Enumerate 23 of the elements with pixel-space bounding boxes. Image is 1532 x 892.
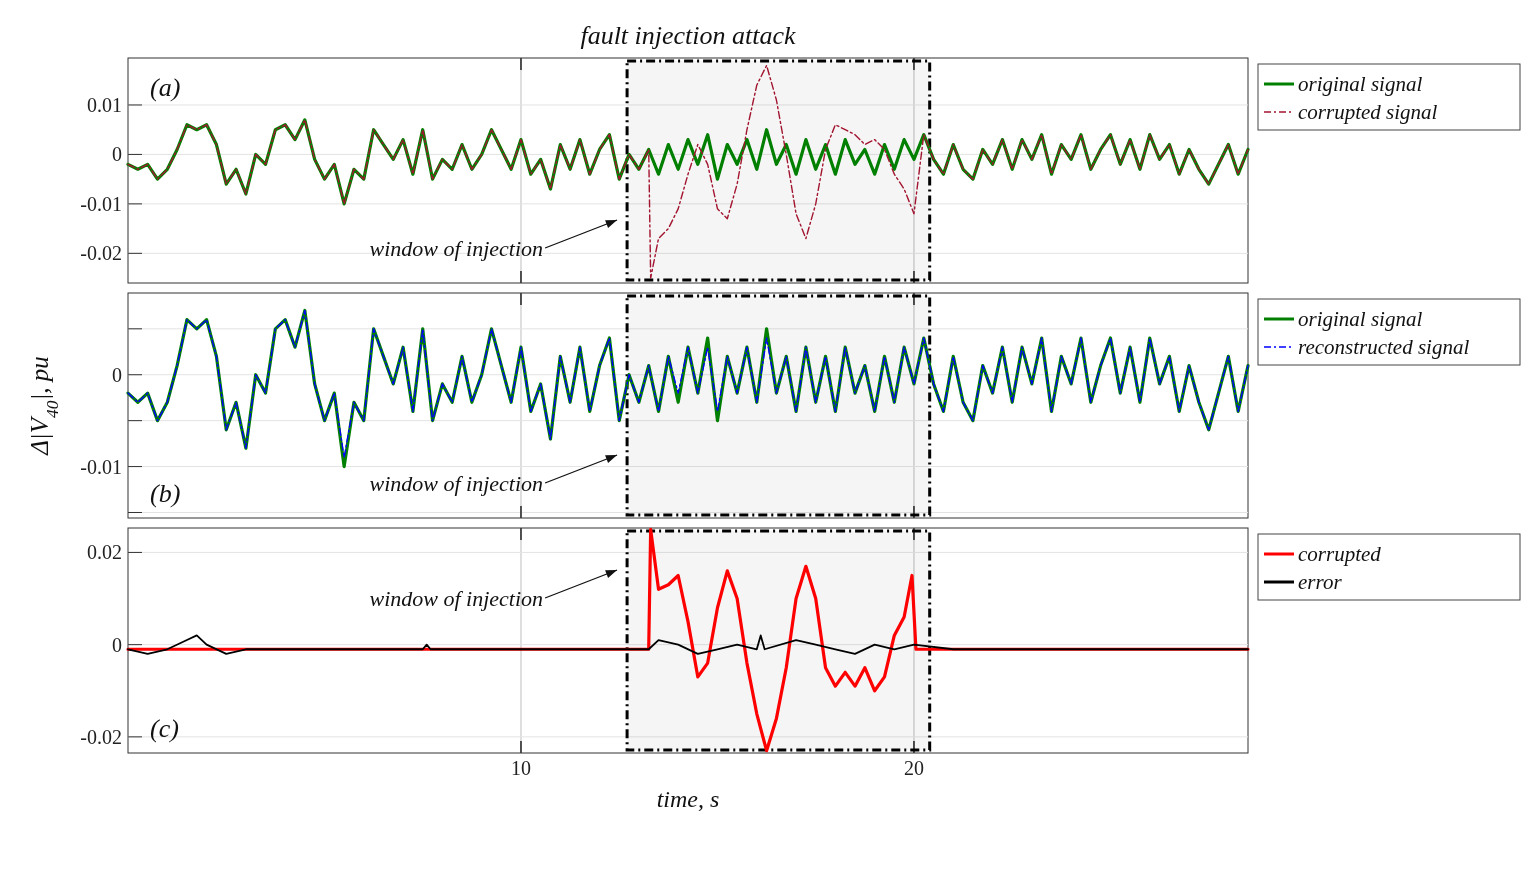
chart-title: fault injection attack xyxy=(580,21,797,50)
annotation: (a) xyxy=(150,73,181,102)
legend-label: original signal xyxy=(1298,307,1423,331)
legend-label: corrupted signal xyxy=(1298,100,1438,124)
y-tick-label: 0.01 xyxy=(87,93,122,116)
legend-label: corrupted xyxy=(1298,542,1382,566)
y-tick-label: -0.02 xyxy=(80,242,122,265)
y-tick-label: 0.02 xyxy=(87,541,122,564)
y-tick-label: -0.01 xyxy=(80,455,122,478)
legend-label: original signal xyxy=(1298,72,1423,96)
annotation: window of injection xyxy=(369,471,544,496)
y-tick-label: 0 xyxy=(112,363,122,386)
legend-label: reconstructed signal xyxy=(1298,335,1470,359)
x-tick-label: 10 xyxy=(510,757,531,779)
annotation: (b) xyxy=(150,479,181,508)
legend-label: error xyxy=(1298,570,1343,594)
annotation: window of injection xyxy=(369,236,544,261)
x-tick-label: 20 xyxy=(903,757,924,779)
y-tick-label: 0 xyxy=(112,143,122,166)
y-tick-label: 0 xyxy=(112,633,122,656)
y-tick-label: -0.01 xyxy=(80,192,122,215)
x-axis-title: time, s xyxy=(656,786,720,812)
y-tick-label: -0.02 xyxy=(80,725,122,748)
